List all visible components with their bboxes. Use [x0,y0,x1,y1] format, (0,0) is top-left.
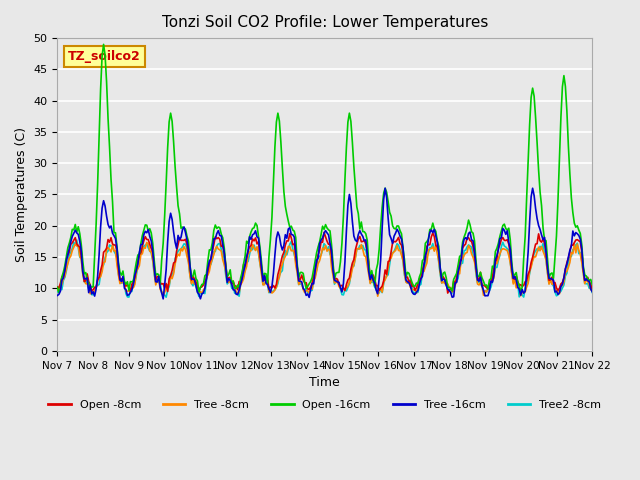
X-axis label: Time: Time [309,376,340,389]
Y-axis label: Soil Temperatures (C): Soil Temperatures (C) [15,127,28,262]
Legend: Open -8cm, Tree -8cm, Open -16cm, Tree -16cm, Tree2 -8cm: Open -8cm, Tree -8cm, Open -16cm, Tree -… [44,395,605,414]
Text: TZ_soilco2: TZ_soilco2 [68,50,141,63]
Title: Tonzi Soil CO2 Profile: Lower Temperatures: Tonzi Soil CO2 Profile: Lower Temperatur… [162,15,488,30]
